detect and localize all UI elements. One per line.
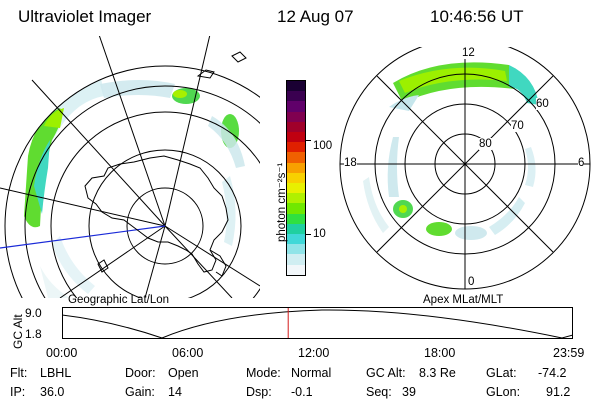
mlt-label-12: 12: [461, 47, 476, 59]
colorbar-segment: [287, 193, 305, 204]
xtick-0600: 06:00: [172, 346, 204, 360]
filter-value: LBHL: [40, 366, 72, 380]
colorbar-segment: [287, 142, 305, 153]
door-label: Door:: [125, 366, 156, 380]
colorbar-segment: [287, 183, 305, 194]
altitude-ylabel: GC Alt: [11, 314, 25, 349]
xtick-2359: 23:59: [553, 346, 585, 360]
glon-value: 91.2: [546, 385, 571, 399]
ip-value: 36.0: [40, 385, 65, 399]
gc-alt-value: 8.3 Re: [419, 366, 456, 380]
colorbar-segment: [287, 264, 305, 275]
image-time: 10:46:56 UT: [430, 7, 524, 26]
xtick-0000: 00:00: [46, 346, 78, 360]
colorbar-segment: [287, 203, 305, 214]
colorbar-segment: [287, 111, 305, 122]
mlt-label-18: 18: [344, 157, 357, 169]
colorbar-segment: [287, 244, 305, 255]
altitude-ytick-min: 1.8: [25, 327, 42, 341]
colorbar-tick-10: [306, 234, 311, 235]
altitude-ytick-max: 9.0: [25, 306, 42, 320]
colorbar-segment: [287, 172, 305, 184]
apex-panel-label: Apex MLat/MLT: [423, 294, 504, 306]
mode-label: Mode:: [246, 366, 281, 380]
mlt-label-6: 6: [578, 157, 585, 169]
dsp-label: Dsp:: [246, 385, 272, 399]
colorbar-segment: [287, 234, 305, 245]
colorbar-segment: [287, 223, 305, 235]
colorbar-label-100: 100: [313, 140, 333, 152]
gain-value: 14: [168, 385, 182, 399]
apex-aurora-emission: [363, 62, 539, 240]
seq-label: Seq:: [366, 385, 392, 399]
geo-coastline: [84, 155, 229, 273]
xtick-1200: 12:00: [298, 346, 330, 360]
image-date: 12 Aug 07: [277, 7, 354, 26]
mlat-label-60: 60: [536, 98, 549, 110]
glat-value: -74.2: [538, 366, 567, 380]
mlt-label-0: 0: [468, 276, 475, 288]
colorbar-unit: photon cm⁻²s⁻¹: [276, 162, 288, 242]
colorbar-segment: [287, 121, 305, 133]
apex-mlt-plot: [339, 47, 591, 290]
ip-label: IP:: [10, 385, 26, 399]
seq-value: 39: [402, 385, 416, 399]
altitude-plot: [62, 307, 573, 339]
colorbar-segment: [287, 81, 305, 92]
altitude-curve: [62, 309, 573, 339]
colorbar-label-10: 10: [313, 228, 326, 240]
dsp-value: -0.1: [291, 385, 313, 399]
mlat-label-70: 70: [511, 120, 524, 132]
mlat-label-80: 80: [479, 138, 492, 150]
colorbar-segment: [287, 254, 305, 265]
colorbar-segment: [287, 162, 305, 173]
colorbar-tick-100: [306, 140, 311, 141]
gain-label: Gain:: [125, 385, 155, 399]
colorbar-segment: [287, 132, 305, 143]
colorbar-segment: [287, 101, 305, 112]
geographic-panel-label: Geographic Lat/Lon: [68, 294, 170, 306]
mode-value: Normal: [291, 366, 332, 380]
filter-label: Flt:: [10, 366, 28, 380]
glon-label: GLon:: [486, 385, 521, 399]
geo-aurora-emission: [24, 71, 245, 298]
colorbar-segment: [287, 152, 305, 163]
colorbar-segment: [287, 213, 305, 224]
geographic-map: [0, 36, 260, 298]
glat-label: GLat:: [486, 366, 517, 380]
gc-alt-label: GC Alt:: [366, 366, 406, 380]
door-value: Open: [168, 366, 199, 380]
colorbar: [286, 80, 306, 276]
xtick-1800: 18:00: [424, 346, 456, 360]
instrument-title: Ultraviolet Imager: [18, 7, 152, 26]
colorbar-segment: [287, 91, 305, 102]
